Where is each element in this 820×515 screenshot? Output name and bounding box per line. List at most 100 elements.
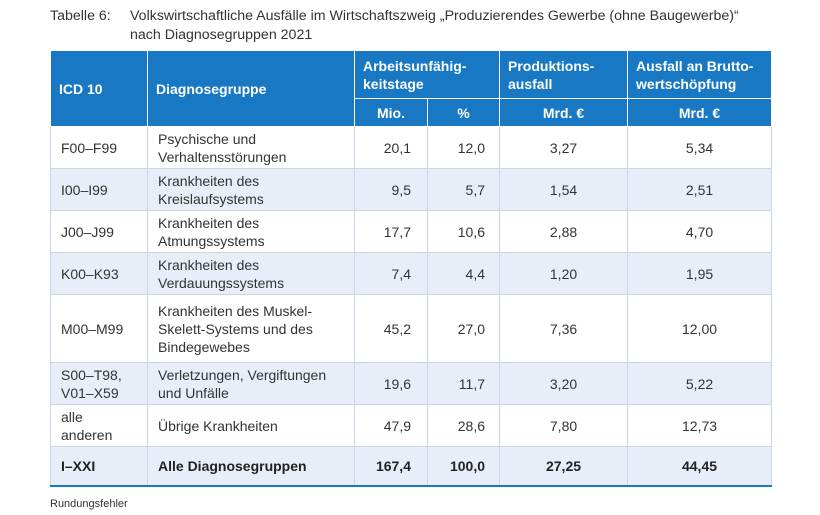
cell-percent: 28,6	[426, 404, 501, 447]
cell-bruttowertschoepfung: 12,73	[627, 404, 773, 447]
cell-icd-line1: S00–T98,	[61, 366, 122, 383]
cell-gruppe: Krankheiten des Verdauungssystems	[147, 252, 355, 295]
cell-mio: 17,7	[354, 210, 428, 253]
caption-title-line1: Volkswirtschaftliche Ausfälle im Wirtsch…	[130, 8, 739, 24]
cell-produktionsausfall: 1,54	[499, 168, 629, 211]
cell-gruppe: Übrige Krankheiten	[147, 404, 355, 447]
cell-icd: F00–F99	[50, 126, 148, 169]
header-unit-percent: %	[426, 98, 501, 127]
table-total-row: I–XXI Alle Diagnosegruppen 167,4 100,0 2…	[50, 446, 773, 487]
total-percent: 100,0	[426, 446, 501, 487]
caption-title: Volkswirtschaftliche Ausfälle im Wirtsch…	[130, 7, 810, 45]
table-row: I00–I99 Krankheiten des Kreislaufsystems …	[50, 168, 773, 211]
cell-icd-line2: V01–X59	[61, 384, 119, 401]
cell-percent: 10,6	[426, 210, 501, 253]
cell-mio: 20,1	[354, 126, 428, 169]
cell-gruppe-line1: Krankheiten des	[158, 256, 260, 273]
cell-icd: J00–J99	[50, 210, 148, 253]
cell-icd-line1: M00–M99	[61, 320, 124, 337]
cell-icd-line1: alle	[61, 408, 83, 425]
cell-percent: 11,7	[426, 362, 501, 405]
cell-bruttowertschoepfung: 2,51	[627, 168, 773, 211]
header-unit-mrd-brutto: Mrd. €	[627, 98, 773, 127]
cell-gruppe-line2: Verhaltensstörungen	[158, 148, 287, 165]
cell-gruppe-line3: Bindegewebes	[158, 338, 250, 355]
cell-produktionsausfall: 1,20	[499, 252, 629, 295]
total-mio: 167,4	[354, 446, 428, 487]
cell-icd-line1: J00–J99	[61, 223, 114, 240]
data-table: ICD 10 Diagnosegruppe Arbeitsunfähig- ke…	[50, 50, 773, 487]
footnote: Rundungsfehler	[50, 498, 128, 510]
cell-gruppe-line2: und Unfälle	[158, 384, 229, 401]
cell-bruttowertschoepfung: 5,34	[627, 126, 773, 169]
cell-icd-line1: K00–K93	[61, 265, 119, 282]
cell-gruppe-line1: Psychische und	[158, 130, 257, 147]
cell-bruttowertschoepfung: 1,95	[627, 252, 773, 295]
total-gruppe: Alle Diagnosegruppen	[147, 446, 355, 487]
cell-percent: 5,7	[426, 168, 501, 211]
cell-icd-line1: F00–F99	[61, 139, 118, 156]
table-row: alle anderen Übrige Krankheiten 47,9 28,6…	[50, 404, 773, 447]
cell-icd-line2: anderen	[61, 426, 113, 443]
cell-mio: 19,6	[354, 362, 428, 405]
total-produktionsausfall: 27,25	[499, 446, 629, 487]
caption-title-line2: nach Diagnosegruppen 2021	[130, 27, 313, 43]
header-brutto-line1: Ausfall an Brutto-	[636, 57, 754, 74]
total-bruttowertschoepfung: 44,45	[627, 446, 773, 487]
cell-gruppe-line2: Verdauungssystems	[158, 274, 285, 291]
cell-gruppe: Krankheiten des Muskel- Skelett-Systems u…	[147, 294, 355, 363]
cell-gruppe-line2: Kreislaufsystems	[158, 190, 264, 207]
total-icd: I–XXI	[50, 446, 148, 487]
cell-mio: 47,9	[354, 404, 428, 447]
header-au-line1: Arbeitsunfähig-	[363, 57, 467, 74]
cell-gruppe: Psychische und Verhaltensstörungen	[147, 126, 355, 169]
cell-percent: 12,0	[426, 126, 501, 169]
header-prod-line2: ausfall	[508, 75, 553, 92]
cell-icd: K00–K93	[50, 252, 148, 295]
header-produktionsausfall: Produktions- ausfall	[499, 50, 629, 99]
cell-gruppe: Krankheiten des Kreislaufsystems	[147, 168, 355, 211]
header-bruttowertschoepfung: Ausfall an Brutto- wertschöpfung	[627, 50, 773, 99]
cell-mio: 45,2	[354, 294, 428, 363]
cell-gruppe-line1: Krankheiten des	[158, 172, 260, 189]
table-row: K00–K93 Krankheiten des Verdauungssystems…	[50, 252, 773, 295]
cell-bruttowertschoepfung: 4,70	[627, 210, 773, 253]
header-prod-line1: Produktions-	[508, 57, 595, 74]
cell-gruppe-line1: Übrige Krankheiten	[158, 417, 278, 434]
cell-gruppe: Krankheiten des Atmungssystems	[147, 210, 355, 253]
cell-gruppe: Verletzungen, Vergiftungen und Unfälle	[147, 362, 355, 405]
cell-bruttowertschoepfung: 5,22	[627, 362, 773, 405]
cell-percent: 4,4	[426, 252, 501, 295]
table-row: M00–M99 Krankheiten des Muskel- Skelett-S…	[50, 294, 773, 363]
table-row: J00–J99 Krankheiten des Atmungssystems 17…	[50, 210, 773, 253]
table-row: F00–F99 Psychische und Verhaltensstörunge…	[50, 126, 773, 169]
cell-mio: 7,4	[354, 252, 428, 295]
cell-icd: S00–T98, V01–X59	[50, 362, 148, 405]
cell-mio: 9,5	[354, 168, 428, 211]
cell-gruppe-line1: Krankheiten des	[158, 214, 260, 231]
header-unit-mrd-prod: Mrd. €	[499, 98, 629, 127]
cell-percent: 27,0	[426, 294, 501, 363]
cell-icd: M00–M99	[50, 294, 148, 363]
cell-produktionsausfall: 7,36	[499, 294, 629, 363]
cell-icd-line1: I00–I99	[61, 181, 108, 198]
cell-produktionsausfall: 3,20	[499, 362, 629, 405]
header-arbeitsunfaehigkeitstage: Arbeitsunfähig- keitstage	[353, 50, 501, 99]
header-icd: ICD 10	[50, 50, 148, 127]
table-row: S00–T98, V01–X59 Verletzungen, Vergiftung…	[50, 362, 773, 405]
cell-icd: alle anderen	[50, 404, 148, 447]
cell-bruttowertschoepfung: 12,00	[627, 294, 773, 363]
cell-produktionsausfall: 2,88	[499, 210, 629, 253]
header-brutto-line2: wertschöpfung	[636, 75, 737, 92]
caption-label: Tabelle 6:	[50, 8, 111, 24]
cell-produktionsausfall: 3,27	[499, 126, 629, 169]
header-diagnosegruppe: Diagnosegruppe	[147, 50, 355, 127]
cell-gruppe-line1: Verletzungen, Vergiftungen	[158, 366, 327, 383]
cell-gruppe-line1: Krankheiten des Muskel-	[158, 302, 313, 319]
cell-icd: I00–I99	[50, 168, 148, 211]
header-unit-mio: Mio.	[354, 98, 428, 127]
cell-gruppe-line2: Atmungssystems	[158, 232, 265, 249]
header-au-line2: keitstage	[363, 75, 424, 92]
cell-produktionsausfall: 7,80	[499, 404, 629, 447]
cell-gruppe-line2: Skelett-Systems und des	[158, 320, 313, 337]
